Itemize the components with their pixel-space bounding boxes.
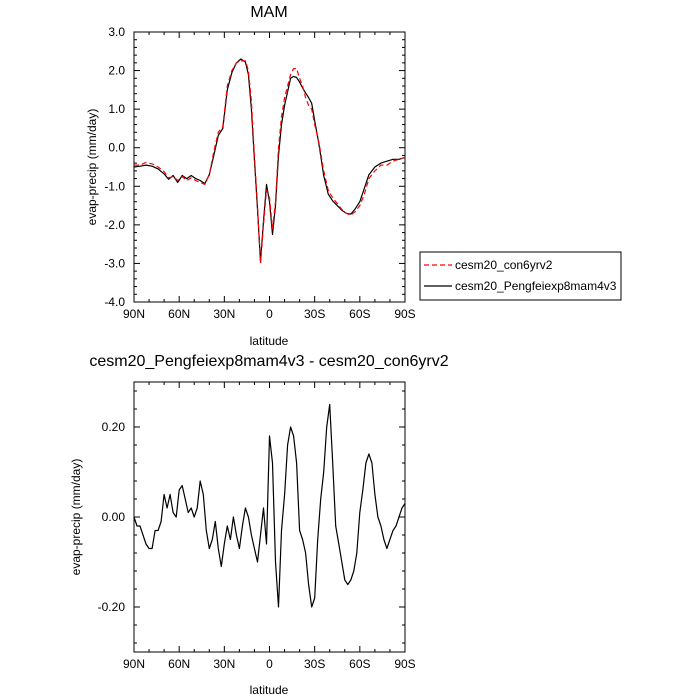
- bottom-chart-x-tick-label: 90S: [394, 657, 415, 671]
- bottom-chart-x-tick-label: 90N: [123, 657, 145, 671]
- top-chart-y-tick-label: -3.0: [104, 256, 125, 270]
- bottom-chart-x-tick-label: 60N: [168, 657, 190, 671]
- top-chart: MAM 90N 60N 30N 0 30S 60S 90S 3.0 2.0 1.0 0.0 -1.0…: [85, 4, 416, 348]
- bottom-chart-x-tick-label: 30N: [213, 657, 235, 671]
- top-chart-x-axis-label: latitude: [250, 334, 289, 348]
- top-chart-x-axis: 90N 60N 30N 0 30S 60S 90S: [123, 32, 416, 321]
- top-chart-x-tick-label: 30S: [304, 307, 325, 321]
- bottom-chart-x-axis-label: latitude: [250, 683, 289, 697]
- bottom-chart-y-tick-label: 0.20: [102, 420, 126, 434]
- top-chart-y-tick-label: 2.0: [108, 64, 125, 78]
- top-chart-series: [133, 58, 406, 264]
- bottom-chart-y-tick-label: -0.20: [98, 600, 126, 614]
- legend-label-con6yrv2: cesm20_con6yrv2: [455, 258, 553, 272]
- top-chart-x-tick-label: 60S: [349, 307, 370, 321]
- bottom-chart-x-tick-label: 30S: [304, 657, 325, 671]
- top-chart-y-axis: 3.0 2.0 1.0 0.0 -1.0 -2.0 -3.0 -4.0: [104, 25, 405, 309]
- top-chart-x-tick-label: 30N: [213, 307, 235, 321]
- bottom-chart-series: [133, 403, 406, 608]
- top-chart-x-tick-label: 60N: [168, 307, 190, 321]
- top-chart-title: MAM: [250, 4, 287, 21]
- top-chart-y-tick-label: 0.0: [108, 141, 125, 155]
- top-chart-series-line-1: [133, 58, 406, 263]
- top-chart-x-tick-label: 0: [266, 307, 273, 321]
- bottom-chart: cesm20_Pengfeiexp8mam4v3 - cesm20_con6yr…: [69, 353, 449, 697]
- bottom-chart-series-line-0: [133, 403, 406, 608]
- top-chart-y-tick-label: -2.0: [104, 218, 125, 232]
- bottom-chart-frame: [133, 381, 406, 653]
- top-chart-y-tick-label: -4.0: [104, 295, 125, 309]
- top-chart-x-tick-label: 90N: [123, 307, 145, 321]
- bottom-chart-x-axis: 90N 60N 30N 0 30S 60S 90S: [123, 382, 416, 671]
- top-chart-series-line-0: [134, 60, 406, 264]
- top-chart-frame: [133, 31, 406, 303]
- bottom-chart-title: cesm20_Pengfeiexp8mam4v3 - cesm20_con6yr…: [89, 353, 448, 370]
- legend-label-pengfei: cesm20_Pengfeiexp8mam4v3: [455, 279, 617, 293]
- bottom-chart-y-axis-label: evap-precip (mm/day): [69, 459, 83, 576]
- top-chart-y-tick-label: 1.0: [108, 102, 125, 116]
- bottom-chart-x-tick-label: 0: [266, 657, 273, 671]
- top-chart-x-tick-label: 90S: [394, 307, 415, 321]
- legend: cesm20_con6yrv2 cesm20_Pengfeiexp8mam4v3: [419, 251, 622, 301]
- top-chart-y-tick-label: -1.0: [104, 179, 125, 193]
- bottom-chart-x-tick-label: 60S: [349, 657, 370, 671]
- top-chart-y-tick-label: 3.0: [108, 25, 125, 39]
- top-chart-y-axis-label: evap-precip (mm/day): [85, 109, 99, 226]
- bottom-chart-y-tick-label: 0.00: [102, 510, 126, 524]
- bottom-chart-y-axis: 0.20 0.00 -0.20: [98, 390, 405, 644]
- legend-box: [419, 251, 622, 301]
